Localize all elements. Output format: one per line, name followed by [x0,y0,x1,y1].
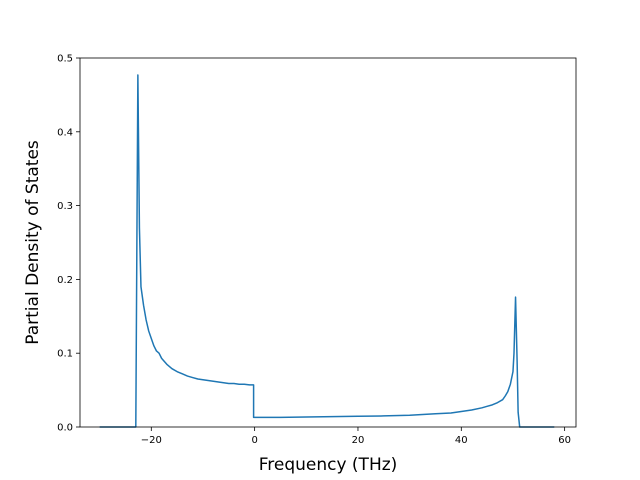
x-tick-label: 60 [558,435,571,446]
y-tick-label: 0.1 [57,349,73,360]
y-axis: 0.0 0.1 0.2 0.3 0.4 0.5 [57,54,80,434]
x-tick-label: 40 [455,435,468,446]
series-layer [99,74,555,428]
plot-frame [79,57,577,428]
y-tick-label: 0.5 [57,54,73,65]
y-tick-label: 0.2 [57,275,73,286]
x-tick-label: −20 [141,435,162,446]
x-tick-label: 0 [251,435,257,446]
x-axis-label: Frequency (THz) [259,455,398,475]
series-line-0 [99,74,555,428]
y-tick-label: 0.3 [57,201,73,212]
x-tick-label: 20 [352,435,365,446]
y-axis-label: Partial Density of States [23,140,43,345]
y-tick-label: 0.4 [57,127,73,138]
x-axis: −20 0 20 40 60 [141,427,571,446]
y-tick-label: 0.0 [57,423,73,434]
